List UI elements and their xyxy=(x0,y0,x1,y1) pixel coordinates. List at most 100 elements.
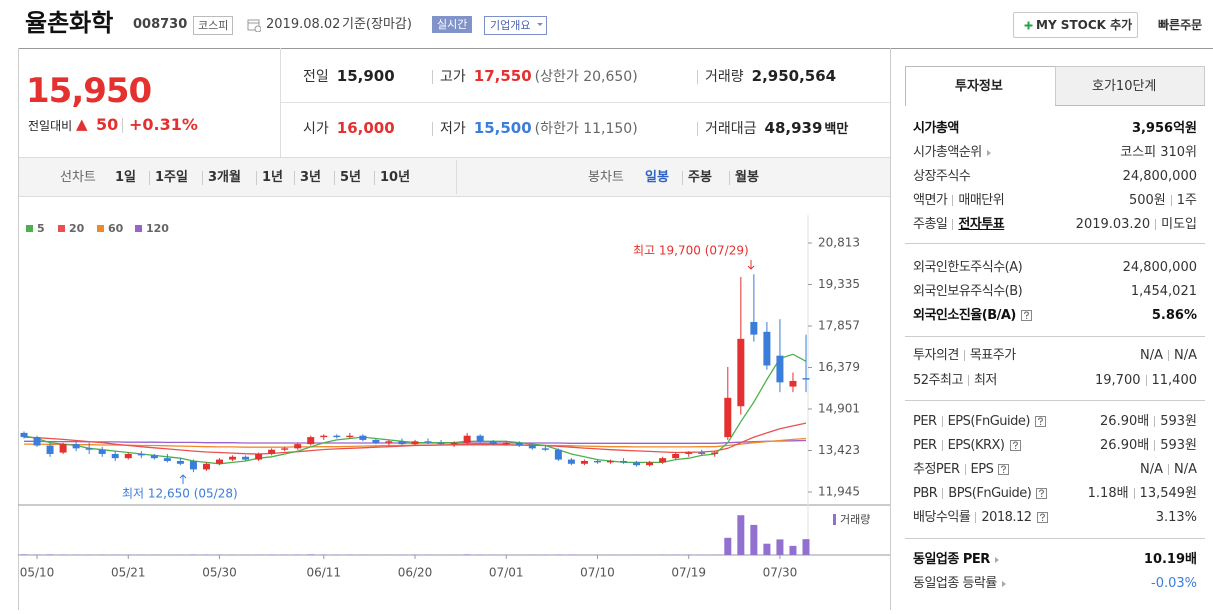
candle-period-button[interactable]: 일봉 xyxy=(645,170,669,185)
help-icon[interactable] xyxy=(1036,488,1048,499)
value-sep xyxy=(1133,488,1135,499)
legend-label: 5 xyxy=(37,222,45,235)
value-part: 26.90배 xyxy=(1100,414,1150,429)
legend-label: 20 xyxy=(69,222,85,235)
candle-body xyxy=(541,448,549,450)
volume-bar xyxy=(750,524,758,555)
period-button[interactable]: 10년 xyxy=(380,170,411,185)
label-part: EPS(FnGuide) xyxy=(947,414,1031,429)
label-part: PER xyxy=(913,438,937,453)
candle-body xyxy=(633,462,641,466)
volume-bar xyxy=(189,554,197,555)
change-percent: +0.31% xyxy=(129,115,198,134)
legend-swatch xyxy=(58,225,65,232)
candle-body xyxy=(216,459,223,464)
volume-bar xyxy=(763,543,771,555)
candle-body xyxy=(189,460,197,470)
ma-line xyxy=(23,422,807,455)
tab-active[interactable] xyxy=(905,66,1056,106)
candle-body xyxy=(85,448,93,450)
candle-body xyxy=(476,435,484,442)
candle-period-button[interactable]: 주봉 xyxy=(688,170,712,185)
value-part: 24,800,000 xyxy=(1122,260,1197,275)
candle-chart-label: 봉차트 xyxy=(588,170,624,185)
value-part: 3.13% xyxy=(1155,510,1197,525)
label-part[interactable]: 전자투표 xyxy=(958,217,1005,232)
value-part: 593원 xyxy=(1160,438,1197,453)
row-value: 코스피 310위 xyxy=(1120,146,1197,159)
value-sep xyxy=(1154,416,1156,427)
candle-body xyxy=(398,441,406,445)
y-tick-label: 16,379 xyxy=(818,360,860,374)
value-part: 500원 xyxy=(1128,193,1166,208)
stat-sep xyxy=(697,70,698,84)
period-button[interactable]: 3개월 xyxy=(208,170,241,185)
row-value: 24,800,000 xyxy=(1123,261,1197,274)
value-part: 5.86% xyxy=(1151,308,1197,323)
market-tag: 코스피 xyxy=(193,16,234,35)
row-value: N/A N/A xyxy=(1140,463,1197,476)
help-dot xyxy=(1014,447,1016,449)
row-value: 10.19배 xyxy=(1144,553,1197,566)
base-date: 2019.08.02 xyxy=(266,17,341,32)
candle-body xyxy=(176,460,184,464)
candle-body xyxy=(646,462,654,466)
legend-label: 120 xyxy=(146,222,169,235)
my-stock-button[interactable] xyxy=(1013,12,1138,38)
help-glyph xyxy=(1039,489,1045,495)
stock-code: 008730 xyxy=(133,17,188,32)
row-value: 2019.03.20 미도입 xyxy=(1076,218,1197,231)
stat-sep xyxy=(697,122,698,136)
row-label: PER EPS(FnGuide) xyxy=(913,415,1046,428)
label-part: BPS(FnGuide) xyxy=(948,486,1032,501)
stat-label: 시가 xyxy=(303,121,329,137)
candle-period-button[interactable]: 월봉 xyxy=(735,170,759,185)
legend-label: 60 xyxy=(108,222,124,235)
label-sep xyxy=(963,350,965,361)
label-part: 외국인소진율(B/A) xyxy=(913,308,1016,323)
help-dot xyxy=(1025,317,1028,319)
period-button[interactable]: 1주일 xyxy=(155,170,188,185)
arrow-shape xyxy=(986,149,991,156)
realtime-tag[interactable]: 실시간 xyxy=(432,16,473,33)
quick-order[interactable]: 빠른주문 xyxy=(1158,18,1203,32)
help-icon[interactable] xyxy=(1034,416,1046,427)
label-sep xyxy=(941,440,943,451)
candle-body xyxy=(659,458,667,463)
candle-body xyxy=(307,437,315,445)
value-part: N/A xyxy=(1140,348,1163,363)
period-button[interactable]: 5년 xyxy=(340,170,362,185)
value-sep xyxy=(1154,440,1156,451)
help-icon[interactable] xyxy=(1036,512,1048,523)
period-sep xyxy=(682,171,683,185)
label-part: 외국인보유주식수(B) xyxy=(913,284,1023,299)
value-part: 미도입 xyxy=(1161,217,1197,232)
row-label: 52주최고 최저 xyxy=(913,374,997,387)
header-rule xyxy=(18,48,1213,49)
candle-body xyxy=(802,378,810,380)
period-button[interactable]: 1년 xyxy=(262,170,284,185)
help-dot xyxy=(1041,519,1043,521)
value-part: 1.18배 xyxy=(1087,486,1129,501)
stat-value: 48,939 xyxy=(764,119,823,137)
tab-rule xyxy=(1055,105,1205,106)
value-part: 2019.03.20 xyxy=(1075,217,1151,232)
table-rule xyxy=(905,538,1205,539)
period-sep xyxy=(256,171,257,185)
candle-body xyxy=(737,338,745,407)
overview-button[interactable]: 기업개요 xyxy=(484,16,548,35)
help-icon[interactable] xyxy=(1020,310,1032,321)
period-button[interactable]: 1일 xyxy=(115,170,137,185)
help-icon[interactable] xyxy=(1009,440,1021,451)
value-part: -0.03% xyxy=(1151,576,1197,591)
period-button[interactable]: 3년 xyxy=(300,170,322,185)
stat-note: (하한가 11,150) xyxy=(534,121,638,137)
stat: 고가 17,550 (상한가 20,650) xyxy=(440,69,638,85)
help-icon[interactable] xyxy=(998,464,1010,475)
stat-label: 저가 xyxy=(440,121,466,137)
label-sep xyxy=(967,375,969,386)
help-dot xyxy=(1041,495,1043,497)
row-label: 배당수익률 2018.12 xyxy=(913,511,1048,524)
candle-body xyxy=(33,437,41,446)
